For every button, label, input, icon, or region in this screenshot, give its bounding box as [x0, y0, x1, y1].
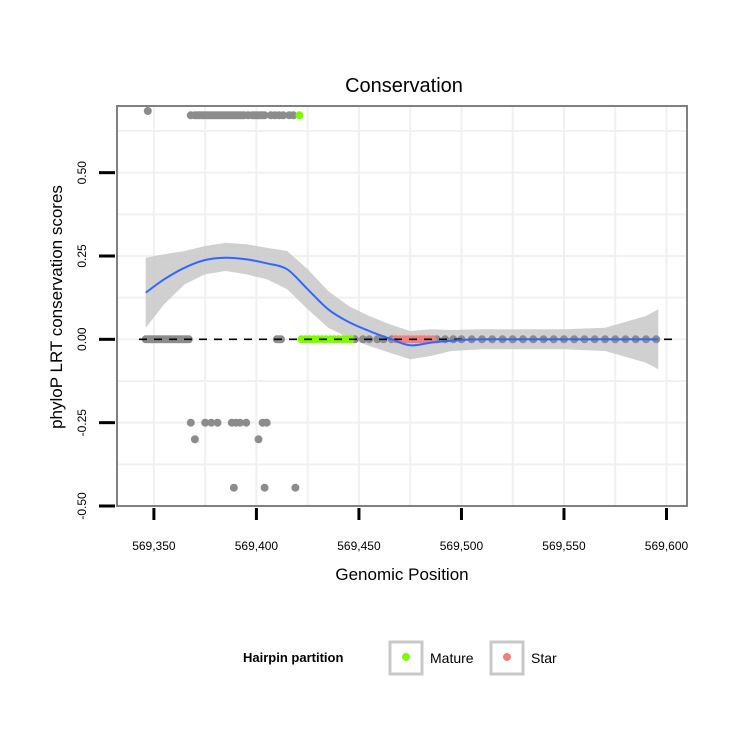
- y-tick-label: -0.50: [75, 492, 89, 520]
- data-point-other: [143, 107, 152, 115]
- data-point-other: [254, 435, 263, 444]
- data-point-other: [207, 418, 216, 427]
- y-tick-label: 0.50: [75, 161, 89, 185]
- legend-marker-star: [503, 653, 511, 661]
- x-tick-label: 569,450: [337, 539, 381, 553]
- legend: Hairpin partition Mature Star: [243, 640, 557, 676]
- data-point-other: [260, 483, 269, 492]
- x-tick-label: 569,400: [235, 539, 279, 553]
- data-point-other: [279, 111, 288, 120]
- chart-title: Conservation: [345, 75, 463, 97]
- y-tick-label: 0.25: [75, 244, 89, 268]
- data-point-other: [186, 418, 195, 427]
- y-axis: -0.50 -0.25 0.00 0.25 0.50: [75, 161, 115, 520]
- x-axis: 569,350 569,400 569,450 569,500 569,550 569,6…: [132, 508, 689, 553]
- legend-label-star: Star: [531, 650, 557, 666]
- x-tick-label: 569,500: [440, 539, 484, 553]
- plot-panel: [117, 106, 687, 506]
- data-point-other: [242, 418, 251, 427]
- data-point-other: [236, 418, 244, 427]
- y-tick-label: -0.25: [75, 409, 89, 437]
- data-point-other: [289, 111, 298, 120]
- x-tick-label: 569,550: [542, 539, 586, 553]
- data-point-other: [213, 418, 222, 427]
- data-point-other: [291, 483, 300, 492]
- data-point-other: [373, 335, 382, 344]
- smooth-fit-line: [145, 256, 659, 347]
- data-point-other: [229, 483, 238, 492]
- data-point-other: [201, 418, 210, 427]
- legend-marker-mature: [402, 653, 410, 661]
- smooth-line-layer: [145, 256, 659, 347]
- legend-title: Hairpin partition: [243, 650, 343, 665]
- data-point-other: [262, 418, 271, 427]
- data-point-other: [190, 435, 199, 444]
- legend-label-mature: Mature: [430, 650, 474, 666]
- x-tick-label: 569,350: [132, 539, 176, 553]
- data-point-mature: [295, 111, 304, 120]
- x-tick-label: 569,600: [645, 539, 689, 553]
- data-point-other: [359, 335, 367, 344]
- y-axis-title: phyloP LRT conservation scores: [47, 185, 66, 429]
- data-point-other: [260, 111, 269, 120]
- plot-panel-border: [116, 105, 688, 507]
- grid-lines: [117, 106, 687, 506]
- x-axis-title: Genomic Position: [335, 565, 468, 584]
- y-tick-label: 0.00: [75, 327, 89, 351]
